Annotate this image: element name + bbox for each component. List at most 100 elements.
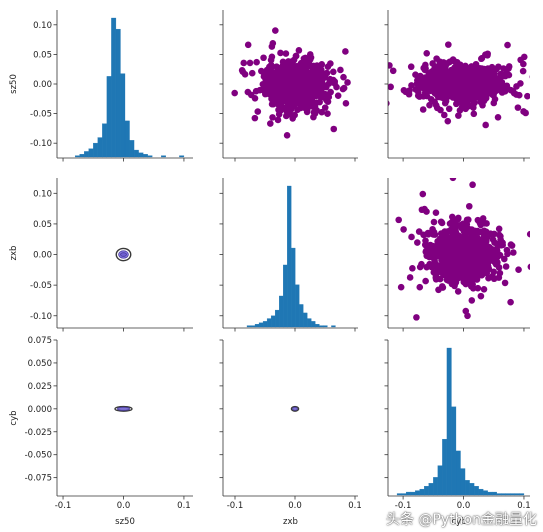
scatter-point [468, 297, 476, 304]
kde-contour [114, 405, 133, 412]
histogram-bar [496, 493, 502, 496]
scatter-point [505, 71, 513, 79]
scatter-point [461, 278, 468, 286]
y-tick-label: -0.025 [25, 428, 52, 438]
scatter-point [449, 66, 456, 74]
scatter-point [467, 276, 474, 284]
scatter-point [406, 274, 414, 281]
histogram-bar [254, 324, 260, 328]
scatter-point [380, 241, 387, 248]
x-tick-label: -0.1 [227, 501, 244, 511]
histogram-bar [97, 137, 103, 158]
scatter-point [455, 214, 462, 222]
histogram-bar [415, 490, 420, 496]
scatter-point [430, 218, 438, 226]
scatter-point [329, 68, 337, 76]
histogram-bar [250, 325, 256, 328]
scatter-point [465, 202, 473, 210]
scatter-point [247, 91, 255, 99]
scatter-point [524, 92, 530, 100]
scatter-point [456, 107, 464, 114]
x-axis-label: sz50 [115, 517, 135, 527]
x-tick-label: -0.1 [55, 501, 72, 511]
kde-contour [120, 252, 127, 257]
scatter-point [388, 100, 390, 107]
scatter-point [526, 230, 530, 238]
scatter-point [441, 111, 448, 119]
scatter-point [268, 43, 276, 50]
panel-r2-c0: -0.075 -0.050 -0.025 0.000 0.025 0.050 0.075 -0… [9, 336, 193, 527]
scatter-point [455, 112, 462, 119]
scatter-point [309, 69, 317, 77]
scatter-point [416, 283, 424, 291]
scatter-point [515, 91, 523, 99]
scatter-point [445, 41, 452, 48]
scatter-point [246, 59, 254, 67]
scatter-point [467, 76, 475, 83]
scatter-point [466, 260, 474, 267]
panel-content [246, 185, 336, 328]
scatter-point [267, 56, 275, 64]
histogram-bar [295, 284, 300, 328]
scatter-point [261, 87, 269, 95]
scatter-point [333, 83, 340, 91]
scatter-point [502, 263, 510, 270]
scatter-point [416, 263, 424, 271]
scatter-point [426, 101, 433, 109]
scatter-point [413, 314, 420, 321]
scatter-point [489, 236, 497, 243]
scatter-point [363, 57, 370, 64]
scatter-point [515, 266, 522, 273]
scatter-point [282, 60, 290, 68]
scatter-point [285, 80, 293, 88]
scatter-point [444, 117, 452, 125]
scatter-point [445, 80, 452, 88]
scatter-point [272, 71, 280, 78]
scatter-point [325, 93, 333, 101]
x-axis-label: zxb [283, 517, 298, 527]
scatter-point [294, 106, 301, 114]
x-tick-label: 0.0 [457, 501, 471, 511]
scatter-point [493, 240, 501, 248]
histogram-bar [106, 76, 112, 158]
histogram-bar [115, 28, 121, 158]
scatter-point [494, 113, 502, 121]
histogram-bar [307, 318, 312, 328]
y-tick-label: -0.10 [30, 312, 52, 322]
scatter-point [240, 59, 248, 67]
scatter-point [427, 95, 435, 103]
histogram-bar [179, 155, 185, 158]
scatter-point [334, 92, 342, 99]
histogram-bar [147, 155, 153, 158]
scatter-point [307, 54, 315, 61]
scatter-point [529, 75, 530, 79]
scatter-point [444, 89, 451, 96]
histogram-bar [483, 490, 488, 496]
scatter-point [449, 80, 457, 88]
x-tick-label: 0.0 [117, 501, 131, 511]
y-tick-label: -0.075 [25, 474, 52, 484]
scatter-point [429, 231, 437, 238]
panel-r0-c2 [384, 10, 530, 162]
histogram-bar [274, 309, 280, 328]
scatter-point [428, 68, 435, 76]
panel-r2-c2: -0.1 0.0 0.1 cyb [384, 339, 531, 527]
y-axis-label: cyb [9, 410, 19, 425]
scatter-point [527, 263, 530, 270]
scatter-point [433, 250, 441, 258]
scatter-point [287, 91, 294, 99]
scatter-point [337, 66, 344, 74]
scatter-point [316, 63, 324, 70]
histogram-bar [142, 154, 148, 158]
histogram-bar [442, 438, 448, 496]
histogram-bar [510, 493, 516, 496]
histogram-bar [133, 149, 139, 158]
scatter-point [437, 94, 445, 101]
histogram-bar [469, 483, 475, 496]
histogram-bar [246, 325, 252, 328]
scatter-point [463, 99, 470, 107]
y-axis-label: zxb [9, 246, 19, 261]
scatter-point [492, 260, 500, 268]
scatter-point [437, 235, 445, 243]
